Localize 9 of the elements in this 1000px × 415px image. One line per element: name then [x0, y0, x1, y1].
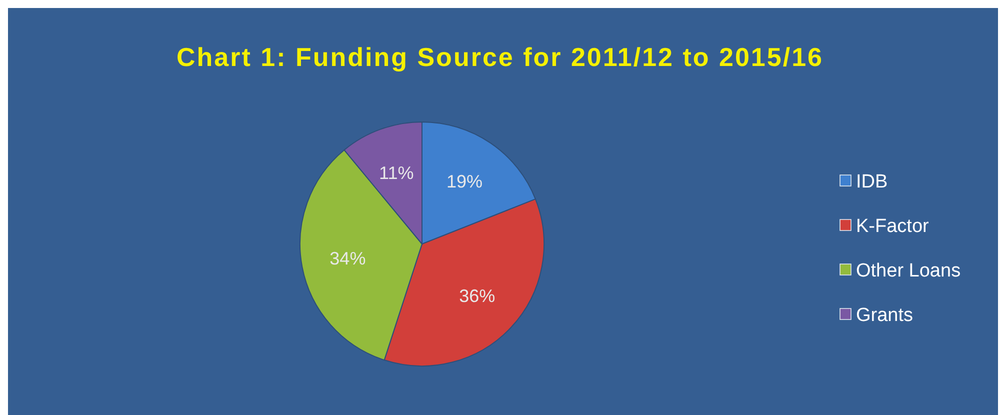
- data-label: 36%: [459, 286, 496, 306]
- legend-label: Grants: [856, 305, 914, 326]
- chart-title: Chart 1: Funding Source for 2011/12 to 2015/16: [176, 42, 824, 72]
- legend-label: Other Loans: [856, 260, 961, 282]
- data-label: 34%: [330, 248, 366, 268]
- legend-label: K-Factor: [856, 216, 930, 238]
- legend-label: IDB: [856, 172, 888, 193]
- data-label: 19%: [446, 172, 483, 192]
- data-label: 11%: [379, 163, 414, 184]
